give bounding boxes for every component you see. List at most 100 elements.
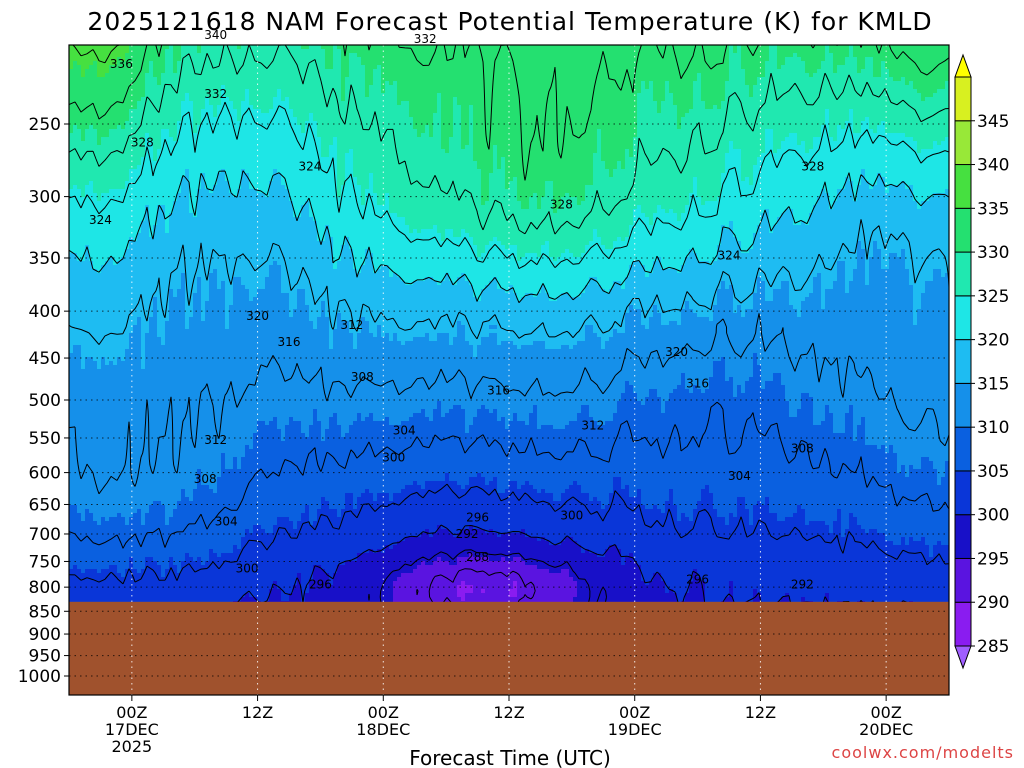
band-cell [113, 517, 118, 566]
band-cell [593, 153, 598, 230]
band-cell [121, 577, 126, 614]
band-cell [857, 185, 862, 242]
band-cell [121, 129, 126, 190]
band-cell [461, 489, 466, 530]
band-cell [521, 529, 526, 562]
band-cell [453, 481, 458, 538]
band-cell [481, 45, 486, 206]
band-cell [285, 189, 290, 294]
band-cell [873, 185, 878, 242]
band-cell [785, 57, 790, 138]
band-cell [141, 525, 146, 570]
band-cell [181, 561, 186, 606]
band-cell [941, 545, 946, 614]
colorbar-tick-label: 315 [977, 374, 1009, 394]
band-cell [337, 45, 342, 50]
band-cell [841, 189, 846, 262]
band-cell [393, 425, 398, 494]
band-cell [845, 293, 850, 414]
contour-label: 316 [686, 377, 709, 391]
band-cell [145, 45, 150, 74]
band-cell [337, 49, 342, 198]
band-cell [105, 137, 110, 194]
band-cell [577, 485, 582, 546]
band-cell [553, 261, 558, 302]
band-cell [357, 413, 362, 498]
band-cell [697, 501, 702, 578]
band-cell [849, 281, 854, 406]
band-cell [413, 413, 418, 482]
band-cell [485, 245, 490, 286]
band-cell [901, 77, 906, 134]
band-cell [81, 369, 86, 522]
band-cell [221, 281, 226, 454]
band-cell [437, 401, 442, 482]
band-cell [81, 261, 86, 370]
band-cell [661, 209, 666, 270]
band-cell [765, 209, 770, 302]
band-cell [509, 285, 514, 342]
band-cell [641, 45, 646, 82]
band-cell [469, 345, 474, 426]
band-cell [689, 309, 694, 394]
band-cell [229, 553, 234, 610]
band-cell [865, 117, 870, 182]
band-cell [625, 277, 630, 314]
band-cell [493, 325, 498, 330]
band-cell [913, 89, 918, 142]
band-cell [177, 573, 182, 614]
band-cell [85, 509, 90, 570]
band-cell [165, 129, 170, 234]
band-cell [497, 537, 502, 562]
band-cell [97, 369, 102, 526]
band-cell [349, 45, 354, 54]
contour-label: 328 [131, 136, 154, 150]
band-cell [185, 45, 190, 94]
band-cell [945, 545, 949, 610]
band-cell [129, 109, 134, 170]
band-cell [317, 241, 322, 318]
band-cell [665, 401, 670, 502]
band-cell [365, 97, 370, 190]
band-cell [349, 493, 354, 562]
band-cell [401, 541, 406, 574]
band-cell [653, 101, 658, 214]
band-cell [305, 201, 310, 306]
band-cell [621, 393, 626, 490]
band-cell [801, 221, 806, 302]
band-cell [181, 273, 186, 490]
y-tick-label: 350 [29, 249, 61, 269]
colorbar-segment [954, 339, 972, 384]
credit-text: coolwx.com/modelts [832, 743, 1014, 762]
colorbar-tick-label: 330 [977, 243, 1009, 263]
band-cell [217, 289, 222, 478]
band-cell [545, 569, 550, 618]
contour-324 [69, 101, 949, 270]
band-cell [337, 517, 342, 566]
band-cell [97, 273, 102, 370]
band-cell [889, 541, 894, 610]
band-cell [685, 205, 690, 258]
band-cell [673, 505, 678, 594]
band-cell [301, 49, 306, 134]
band-cell [389, 425, 394, 502]
band-cell [249, 533, 254, 598]
band-cell [681, 117, 686, 214]
band-cell [505, 45, 510, 190]
band-cell [81, 197, 86, 262]
band-cell [877, 77, 882, 126]
band-cell [361, 493, 366, 554]
band-cell [145, 513, 150, 558]
band-cell [305, 505, 310, 594]
band-cell [121, 61, 126, 130]
band-cell [565, 345, 570, 426]
band-cell [77, 65, 82, 130]
band-cell [541, 425, 546, 490]
band-cell [477, 169, 482, 258]
band-cell [269, 181, 274, 266]
band-cell [909, 537, 914, 602]
band-cell [441, 417, 446, 482]
band-cell [693, 385, 698, 510]
band-cell [333, 329, 338, 414]
band-cell [197, 53, 202, 126]
